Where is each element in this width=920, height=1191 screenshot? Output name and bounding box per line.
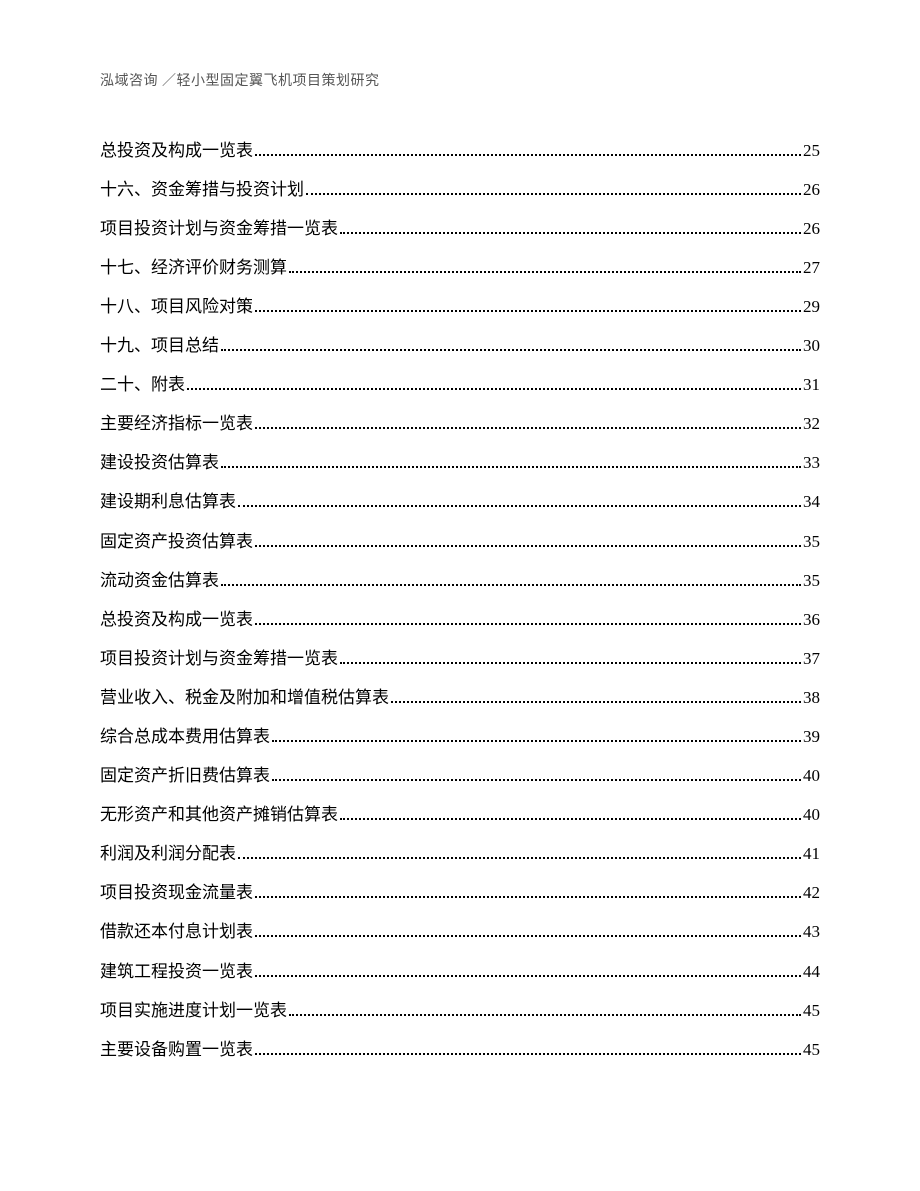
toc-entry-page: 41	[803, 845, 820, 862]
toc-entry-label: 主要经济指标一览表	[100, 415, 253, 432]
toc-dot-leader	[272, 766, 801, 782]
toc-entry-label: 十六、资金筹措与投资计划	[100, 181, 304, 198]
toc-entry: 建筑工程投资一览表 44	[100, 961, 820, 980]
toc-entry-label: 项目投资现金流量表	[100, 884, 253, 901]
toc-entry-label: 综合总成本费用估算表	[100, 728, 270, 745]
toc-entry: 建设投资估算表 33	[100, 453, 820, 472]
toc-entry: 项目投资现金流量表 42	[100, 883, 820, 902]
toc-dot-leader	[255, 883, 801, 899]
toc-entry: 十九、项目总结 30	[100, 335, 820, 354]
toc-entry-label: 建筑工程投资一览表	[100, 963, 253, 980]
toc-entry: 利润及利润分配表 41	[100, 844, 820, 863]
toc-entry: 固定资产折旧费估算表 40	[100, 766, 820, 785]
toc-entry-page: 36	[803, 611, 820, 628]
toc-entry: 营业收入、税金及附加和增值税估算表 38	[100, 687, 820, 706]
toc-entry-page: 29	[803, 298, 820, 315]
toc-entry-label: 利润及利润分配表	[100, 845, 236, 862]
toc-entry: 流动资金估算表 35	[100, 570, 820, 589]
toc-entry-label: 流动资金估算表	[100, 572, 219, 589]
toc-entry-page: 25	[803, 142, 820, 159]
toc-entry-page: 34	[803, 493, 820, 510]
toc-entry-label: 建设投资估算表	[100, 454, 219, 471]
table-of-contents: 总投资及构成一览表 25 十六、资金筹措与投资计划 26 项目投资计划与资金筹措一览表 2…	[100, 140, 820, 1058]
toc-entry: 借款还本付息计划表 43	[100, 922, 820, 941]
toc-dot-leader	[255, 1039, 801, 1055]
toc-dot-leader	[187, 375, 801, 391]
toc-dot-leader	[238, 844, 801, 860]
toc-dot-leader	[340, 648, 801, 664]
toc-entry: 主要经济指标一览表 32	[100, 414, 820, 433]
toc-entry-page: 31	[803, 376, 820, 393]
toc-entry-page: 26	[803, 181, 820, 198]
toc-entry-page: 45	[803, 1002, 820, 1019]
toc-entry-label: 固定资产投资估算表	[100, 533, 253, 550]
toc-entry-label: 借款还本付息计划表	[100, 923, 253, 940]
toc-entry: 无形资产和其他资产摊销估算表 40	[100, 805, 820, 824]
toc-entry-page: 35	[803, 533, 820, 550]
toc-entry-page: 30	[803, 337, 820, 354]
toc-entry: 综合总成本费用估算表 39	[100, 726, 820, 745]
toc-entry-page: 39	[803, 728, 820, 745]
toc-entry-label: 二十、附表	[100, 376, 185, 393]
toc-entry-label: 营业收入、税金及附加和增值税估算表	[100, 689, 389, 706]
toc-entry-label: 主要设备购置一览表	[100, 1041, 253, 1058]
toc-entry-page: 32	[803, 415, 820, 432]
toc-entry-label: 十八、项目风险对策	[100, 298, 253, 315]
toc-entry: 总投资及构成一览表 36	[100, 609, 820, 628]
toc-entry: 固定资产投资估算表 35	[100, 531, 820, 550]
toc-entry: 十八、项目风险对策 29	[100, 296, 820, 315]
toc-entry-page: 26	[803, 220, 820, 237]
toc-entry-label: 项目实施进度计划一览表	[100, 1002, 287, 1019]
toc-dot-leader	[255, 531, 801, 547]
toc-dot-leader	[391, 687, 801, 703]
toc-dot-leader	[255, 140, 801, 156]
toc-entry-label: 十七、经济评价财务测算	[100, 259, 287, 276]
toc-dot-leader	[255, 609, 801, 625]
toc-entry-label: 总投资及构成一览表	[100, 142, 253, 159]
toc-dot-leader	[255, 961, 801, 977]
toc-entry: 二十、附表 31	[100, 375, 820, 394]
toc-dot-leader	[255, 922, 801, 938]
toc-entry: 总投资及构成一览表 25	[100, 140, 820, 159]
toc-entry-page: 37	[803, 650, 820, 667]
toc-dot-leader	[255, 414, 801, 430]
toc-entry-page: 35	[803, 572, 820, 589]
toc-dot-leader	[306, 179, 801, 195]
toc-entry-page: 38	[803, 689, 820, 706]
page-header: 泓域咨询 ／轻小型固定翼飞机项目策划研究	[100, 70, 820, 90]
toc-entry-page: 45	[803, 1041, 820, 1058]
toc-dot-leader	[289, 1000, 801, 1016]
toc-entry-label: 固定资产折旧费估算表	[100, 767, 270, 784]
toc-dot-leader	[340, 218, 801, 234]
toc-entry: 项目投资计划与资金筹措一览表 37	[100, 648, 820, 667]
toc-entry-page: 44	[803, 963, 820, 980]
toc-entry: 项目投资计划与资金筹措一览表 26	[100, 218, 820, 237]
toc-entry: 建设期利息估算表 34	[100, 492, 820, 511]
toc-dot-leader	[255, 296, 801, 312]
toc-dot-leader	[221, 570, 801, 586]
toc-dot-leader	[272, 726, 801, 742]
toc-entry: 十六、资金筹措与投资计划 26	[100, 179, 820, 198]
toc-entry-page: 43	[803, 923, 820, 940]
toc-entry-page: 40	[803, 806, 820, 823]
toc-dot-leader	[221, 335, 801, 351]
toc-entry-page: 33	[803, 454, 820, 471]
toc-dot-leader	[289, 257, 801, 273]
toc-entry: 项目实施进度计划一览表 45	[100, 1000, 820, 1019]
toc-entry: 主要设备购置一览表 45	[100, 1039, 820, 1058]
document-page: 泓域咨询 ／轻小型固定翼飞机项目策划研究 总投资及构成一览表 25 十六、资金筹措与…	[0, 0, 920, 1191]
toc-entry-page: 40	[803, 767, 820, 784]
toc-entry-page: 42	[803, 884, 820, 901]
toc-entry: 十七、经济评价财务测算 27	[100, 257, 820, 276]
toc-entry-label: 无形资产和其他资产摊销估算表	[100, 806, 338, 823]
toc-entry-label: 总投资及构成一览表	[100, 611, 253, 628]
toc-entry-label: 项目投资计划与资金筹措一览表	[100, 650, 338, 667]
toc-entry-label: 建设期利息估算表	[100, 493, 236, 510]
toc-entry-label: 项目投资计划与资金筹措一览表	[100, 220, 338, 237]
toc-entry-label: 十九、项目总结	[100, 337, 219, 354]
toc-dot-leader	[340, 805, 801, 821]
toc-dot-leader	[238, 492, 801, 508]
toc-dot-leader	[221, 453, 801, 469]
toc-entry-page: 27	[803, 259, 820, 276]
